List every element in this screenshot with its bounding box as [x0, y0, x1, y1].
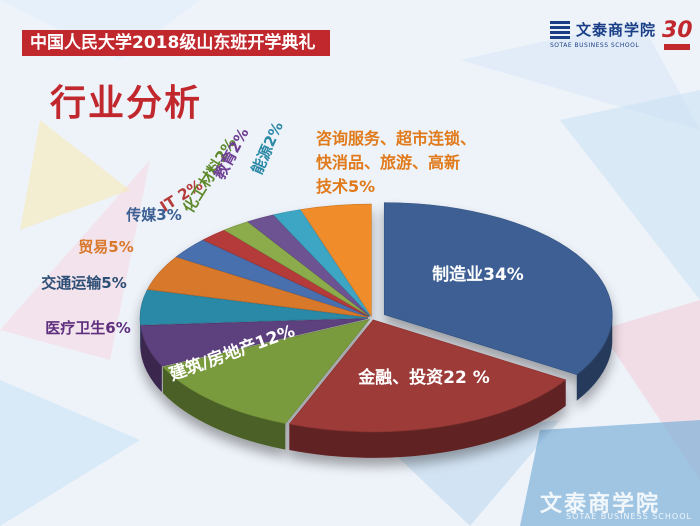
- pie-slice: [300, 203, 372, 318]
- pie-slice: [140, 318, 369, 367]
- section-title: 行业分析: [50, 83, 203, 124]
- banner-title: 中国人民大学2018级山东班开学典礼: [22, 30, 330, 56]
- pie-slice: [223, 221, 370, 317]
- pie-slice: [147, 256, 369, 318]
- logo-name-cn: 文泰商学院: [576, 21, 657, 39]
- pie-slice-side: [576, 314, 613, 401]
- pie-slice: [272, 209, 371, 317]
- slice-data-label: 能源2%: [248, 119, 287, 177]
- pie-slice: [202, 229, 370, 317]
- watermark-name-en: SOTAE BUSINESS SCHOOL: [566, 512, 692, 521]
- slice-data-label: 医疗卫生6%: [45, 319, 130, 337]
- slice-data-label-line: 咨询服务、超市连锁、: [316, 129, 476, 148]
- pie-slice: [247, 214, 371, 317]
- slice-data-label-line: 技术5%: [316, 177, 375, 196]
- slice-data-label: 咨询服务、超市连锁、快消品、旅游、高新技术5%: [316, 129, 476, 196]
- pie-slice: [175, 239, 369, 318]
- logo-name-en: SOTAE BUSINESS SCHOOL: [550, 42, 640, 49]
- pie-slice: [288, 319, 567, 433]
- slice-data-label-line: 快消品、旅游、高新: [316, 153, 460, 172]
- slice-data-label: 贸易5%: [78, 238, 133, 256]
- pie-slice-side: [140, 325, 162, 393]
- logo-mark-icon: [550, 21, 570, 39]
- anniversary-ribbon: [664, 44, 690, 50]
- slice-data-label: 制造业34%: [432, 264, 524, 285]
- pie-slice-side: [289, 379, 566, 458]
- slice-data-label: 交通运输5%: [41, 274, 126, 292]
- pie-slice: [162, 318, 371, 424]
- slice-data-label: 金融、投资22 %: [357, 367, 490, 388]
- pie-slice: [139, 289, 369, 326]
- pie-slice-side: [162, 367, 286, 450]
- slice-data-label: 传媒3%: [125, 206, 181, 224]
- school-logo: 文泰商学院 SOTAE BUSINESS SCHOOL 30: [536, 14, 696, 58]
- anniversary-badge: 30: [662, 18, 693, 43]
- watermark-name-cn: 文泰商学院: [540, 492, 661, 517]
- pie-slice: [383, 202, 613, 375]
